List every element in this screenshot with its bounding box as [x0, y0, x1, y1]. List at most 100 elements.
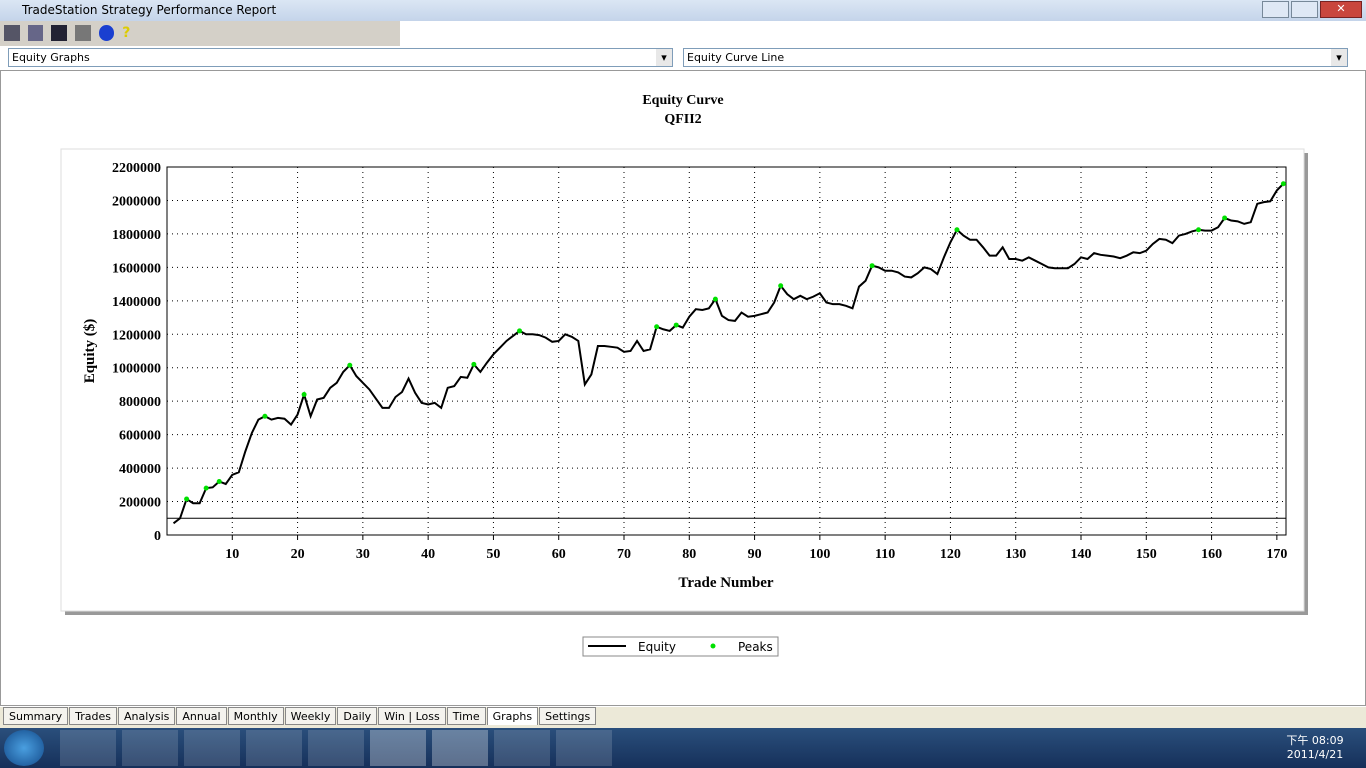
- app-icon[interactable]: [60, 730, 116, 766]
- app-icon[interactable]: [556, 730, 612, 766]
- x-tick-label: 90: [748, 547, 762, 562]
- app-icon[interactable]: [370, 730, 426, 766]
- tab[interactable]: Settings: [539, 707, 597, 725]
- minimize[interactable]: [1262, 1, 1289, 18]
- x-tick-label: 60: [552, 547, 566, 562]
- x-tick-label: 120: [940, 547, 961, 562]
- y-tick-label: 200000: [119, 496, 161, 511]
- legend-swatch: [710, 643, 716, 649]
- tab[interactable]: Monthly: [227, 707, 284, 725]
- y-tick-label: 1000000: [112, 362, 161, 377]
- x-tick-label: 150: [1136, 547, 1157, 562]
- x-tick-label: 110: [875, 547, 895, 562]
- peak-point: [778, 283, 784, 289]
- x-tick-label: 20: [291, 547, 305, 562]
- legend: [582, 636, 779, 657]
- tab[interactable]: Time: [446, 707, 486, 725]
- peak-point: [954, 227, 960, 233]
- chart-title: Equity Curve: [642, 93, 723, 108]
- tool-icon[interactable]: [27, 25, 44, 41]
- tool-icon[interactable]: [51, 25, 67, 41]
- tab[interactable]: Analysis: [118, 707, 176, 725]
- peak-point: [262, 413, 268, 419]
- x-tick-label: 30: [356, 547, 370, 562]
- start-button[interactable]: [4, 730, 44, 766]
- tool-icon[interactable]: [4, 25, 20, 41]
- peak-point: [517, 328, 523, 334]
- app-icon[interactable]: [246, 730, 302, 766]
- x-tick-label: 50: [486, 547, 500, 562]
- peak-point: [673, 322, 679, 328]
- tab-bar: Summary Trades Analysis Annual Monthly Weekly…: [0, 707, 1366, 728]
- x-tick-label: 160: [1201, 547, 1222, 562]
- peak-point: [712, 296, 718, 302]
- peak-point: [216, 478, 222, 484]
- tab[interactable]: Trades: [69, 707, 118, 725]
- taskbar-apps: [60, 730, 620, 766]
- peak-point: [203, 485, 209, 491]
- taskbar: 下午 08:09 2011/4/21: [0, 728, 1366, 768]
- y-tick-label: 2000000: [112, 194, 161, 209]
- y-tick-label: 0: [154, 529, 161, 544]
- peak-point: [471, 361, 477, 367]
- x-tick-label: 10: [225, 547, 239, 562]
- x-tick-label: 70: [617, 547, 631, 562]
- clock-date: 2011/4/21: [1286, 748, 1344, 761]
- peak-point: [347, 362, 353, 368]
- plot-area: [166, 166, 1287, 536]
- graph-selector[interactable]: Equity Graphs: [8, 48, 673, 67]
- tool-icon[interactable]: [74, 25, 91, 41]
- equity-line: [172, 183, 1285, 525]
- chart-subtitle: QFII2: [664, 112, 701, 127]
- maximize[interactable]: [1291, 1, 1318, 18]
- close[interactable]: ✕: [1320, 1, 1362, 18]
- app-icon[interactable]: [308, 730, 364, 766]
- peak-point: [184, 496, 190, 502]
- clock-time: 下午 08:09: [1286, 734, 1344, 747]
- x-tick-label: 130: [1005, 547, 1026, 562]
- y-tick-label: 800000: [119, 395, 161, 410]
- peak-point: [301, 391, 307, 397]
- y-tick-label: 400000: [119, 462, 161, 477]
- legend-label: Equity: [638, 640, 676, 654]
- y-tick-label: 2200000: [112, 161, 161, 176]
- x-tick-label: 100: [809, 547, 830, 562]
- app-icon[interactable]: [122, 730, 178, 766]
- y-tick-label: 1200000: [112, 328, 161, 343]
- tool-icon[interactable]: [98, 25, 115, 41]
- y-tick-label: 600000: [119, 429, 161, 444]
- y-tick-label: 1800000: [112, 228, 161, 243]
- peak-point: [1222, 215, 1228, 221]
- app-icon[interactable]: [184, 730, 240, 766]
- peak-point: [1280, 181, 1286, 187]
- peak-point: [654, 324, 660, 330]
- help-icon[interactable]: ?: [122, 25, 131, 41]
- tab[interactable]: Weekly: [284, 707, 337, 725]
- x-tick-label: 170: [1266, 547, 1287, 562]
- peak-point: [869, 263, 875, 269]
- tab[interactable]: Graphs: [486, 707, 539, 725]
- toolbar: ?: [0, 21, 400, 46]
- toolbar-icons: ?: [4, 25, 134, 41]
- style-selector[interactable]: Equity Curve Line: [683, 48, 1348, 67]
- x-axis-label: Trade Number: [678, 575, 773, 591]
- y-tick-label: 1400000: [112, 295, 161, 310]
- legend-label: Peaks: [738, 640, 773, 654]
- tab[interactable]: Summary: [3, 707, 69, 725]
- window-title: TradeStation Strategy Performance Report: [0, 0, 1366, 21]
- tab[interactable]: Win | Loss: [378, 707, 446, 725]
- app-icon[interactable]: [494, 730, 550, 766]
- window-controls: ✕: [1262, 1, 1362, 18]
- x-tick-label: 140: [1071, 547, 1092, 562]
- peak-point: [1196, 227, 1202, 233]
- tab[interactable]: Daily: [337, 707, 378, 725]
- x-tick-label: 80: [682, 547, 696, 562]
- clock[interactable]: 下午 08:09 2011/4/21: [1270, 732, 1360, 761]
- y-tick-label: 1600000: [112, 261, 161, 276]
- y-axis-label: Equity ($): [82, 319, 98, 384]
- app-icon[interactable]: [432, 730, 488, 766]
- x-tick-label: 40: [421, 547, 435, 562]
- chart: Equity Curve QFII2 Trade Number Equity (…: [60, 93, 1308, 657]
- tab[interactable]: Annual: [176, 707, 227, 725]
